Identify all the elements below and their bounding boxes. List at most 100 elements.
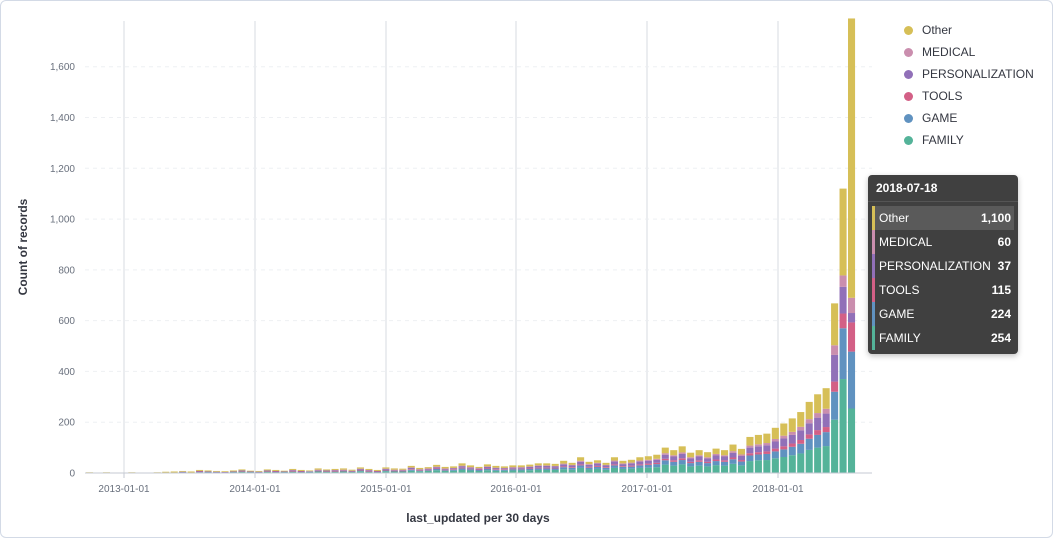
bar-segment-personalization[interactable] [424,468,432,470]
bar-segment-other[interactable] [848,18,856,298]
bar-segment-other[interactable] [509,465,517,468]
bar-segment-game[interactable] [517,469,525,471]
bar-segment-other[interactable] [560,460,568,464]
bar-segment-family[interactable] [670,465,678,473]
bar-segment-other[interactable] [517,465,525,468]
bar-segment-personalization[interactable] [670,456,678,461]
bar-segment-game[interactable] [204,471,212,473]
bar-segment-medical[interactable] [568,464,576,466]
bar-segment-tools[interactable] [238,470,246,472]
bar-segment-medical[interactable] [594,462,602,464]
bar-segment-other[interactable] [543,463,551,466]
bar-segment-family[interactable] [602,469,610,473]
bar-segment-tools[interactable] [585,466,593,468]
bar-segment-game[interactable] [594,466,602,469]
bar-segment-personalization[interactable] [399,469,407,471]
bar-segment-personalization[interactable] [365,470,373,471]
bar-segment-personalization[interactable] [314,469,322,471]
bar-segment-other[interactable] [687,452,695,458]
bar-segment-medical[interactable] [610,460,618,462]
bar-segment-personalization[interactable] [653,459,661,463]
bar-segment-personalization[interactable] [661,454,669,459]
bar-segment-family[interactable] [500,470,508,473]
bar-segment-personalization[interactable] [407,467,415,470]
bar-segment-personalization[interactable] [763,445,771,452]
bar-segment-other[interactable] [475,466,483,469]
bar-segment-family[interactable] [390,471,398,473]
bar-segment-game[interactable] [526,468,534,471]
bar-segment-other[interactable] [644,456,652,460]
bar-segment-other[interactable] [763,433,771,444]
bar-segment-game[interactable] [441,470,449,471]
bar-segment-medical[interactable] [390,469,398,471]
bar-segment-game[interactable] [644,464,652,468]
bar-segment-other[interactable] [255,470,263,472]
bar-segment-other[interactable] [831,303,839,346]
bar-segment-medical[interactable] [356,468,364,470]
bar-segment-personalization[interactable] [780,438,788,447]
bar-segment-family[interactable] [551,469,559,473]
bar-segment-other[interactable] [551,463,559,466]
bar-segment-medical[interactable] [797,426,805,431]
bar-segment-family[interactable] [729,463,737,473]
bar-segment-game[interactable] [822,432,830,447]
bar-segment-other[interactable] [289,468,297,470]
bar-segment-personalization[interactable] [289,470,297,471]
bar-segment-game[interactable] [407,469,415,471]
bar-segment-family[interactable] [280,471,288,473]
bar-segment-family[interactable] [822,446,830,473]
bar-segment-game[interactable] [805,438,813,450]
bar-segment-other[interactable] [534,463,542,466]
bar-segment-medical[interactable] [848,297,856,314]
bar-segment-medical[interactable] [644,459,652,461]
bar-segment-family[interactable] [831,419,839,473]
bar-segment-medical[interactable] [441,468,449,470]
bar-segment-personalization[interactable] [475,468,483,470]
bar-segment-other[interactable] [365,468,373,470]
bar-segment-personalization[interactable] [678,453,686,459]
bar-segment-other[interactable] [704,452,712,458]
bar-segment-other[interactable] [399,468,407,470]
bar-segment-tools[interactable] [661,458,669,461]
bar-segment-personalization[interactable] [373,470,381,472]
bar-segment-family[interactable] [771,458,779,473]
bar-segment-tools[interactable] [272,471,280,473]
bar-segment-family[interactable] [577,467,585,473]
bar-segment-family[interactable] [661,464,669,473]
bar-segment-medical[interactable] [416,469,424,470]
bar-segment-family[interactable] [314,471,322,473]
bar-segment-other[interactable] [721,450,729,456]
bar-segment-personalization[interactable] [340,469,348,471]
bar-segment-game[interactable] [602,467,610,470]
bar-segment-family[interactable] [695,465,703,473]
bar-segment-other[interactable] [483,464,491,467]
bar-segment-game[interactable] [483,468,491,471]
bar-segment-other[interactable] [221,471,229,472]
bar-segment-game[interactable] [543,468,551,470]
bar-segment-family[interactable] [416,471,424,473]
bar-segment-personalization[interactable] [229,471,237,473]
bar-segment-family[interactable] [839,379,847,473]
bar-segment-game[interactable] [475,469,483,471]
bar-segment-personalization[interactable] [179,471,187,473]
bar-segment-tools[interactable] [356,469,364,471]
bar-segment-personalization[interactable] [644,460,652,464]
bar-segment-personalization[interactable] [323,470,331,472]
bar-segment-other[interactable] [356,467,364,469]
bar-segment-other[interactable] [492,465,500,468]
bar-segment-other[interactable] [424,467,432,469]
bar-segment-tools[interactable] [289,470,297,472]
bar-segment-other[interactable] [737,448,745,455]
bar-segment-game[interactable] [458,468,466,470]
bar-segment-medical[interactable] [653,458,661,460]
bar-segment-other[interactable] [441,466,449,469]
bar-segment-family[interactable] [475,470,483,473]
bar-segment-game[interactable] [687,463,695,467]
bar-segment-other[interactable] [636,457,644,461]
bar-segment-family[interactable] [543,469,551,473]
bar-segment-tools[interactable] [788,443,796,447]
bar-segment-medical[interactable] [534,465,542,466]
bar-segment-personalization[interactable] [297,470,305,472]
bar-segment-other[interactable] [297,469,305,471]
bar-segment-tools[interactable] [729,457,737,460]
